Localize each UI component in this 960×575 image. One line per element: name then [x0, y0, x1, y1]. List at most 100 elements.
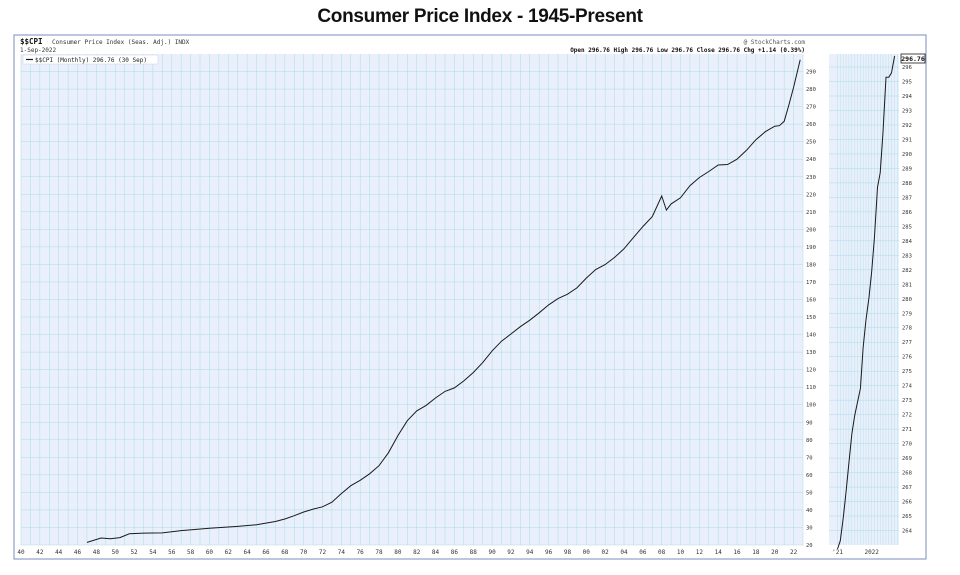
zoom-y-tick-label: 286 [902, 210, 912, 216]
zoom-y-tick-label: 281 [902, 282, 912, 288]
main-y-tick-label: 90 [806, 420, 813, 426]
main-y-tick-label: 240 [806, 157, 816, 163]
date-label: 1-Sep-2022 [20, 47, 57, 54]
page-title: Consumer Price Index - 1945-Present [317, 6, 643, 27]
zoom-y-tick-label: 267 [902, 485, 912, 491]
source-label: @ StockCharts.com [744, 39, 806, 46]
main-y-tick-label: 20 [806, 543, 813, 549]
main-x-tick-label: 92 [507, 549, 515, 556]
main-y-tick-label: 70 [806, 455, 813, 461]
zoom-y-tick-label: 266 [902, 500, 912, 506]
main-x-tick-label: 44 [55, 549, 63, 556]
main-y-tick-label: 190 [806, 245, 816, 251]
main-y-tick-label: 30 [806, 525, 813, 531]
main-x-tick-label: 60 [206, 549, 214, 556]
zoom-y-tick-label: 282 [902, 268, 912, 274]
main-series-line [86, 59, 801, 543]
zoom-y-tick-label: 276 [902, 355, 912, 361]
zoom-y-tick-label: 292 [902, 123, 912, 129]
main-x-tick-label: 80 [394, 549, 402, 556]
zoom-series-line [837, 55, 896, 550]
zoom-y-tick-label: 291 [902, 137, 912, 143]
main-y-tick-label: 220 [806, 192, 816, 198]
main-y-ticks: 290 280 270 260 250 240 230 220 210 200 190 180 170 1… [806, 70, 816, 549]
main-x-tick-label: 10 [677, 549, 685, 556]
main-y-tick-label: 150 [806, 315, 816, 321]
main-x-ticks: 40 42 44 46 48 50 52 54 56 58 60 62 64 66 68 70 72 74 76 78… [17, 549, 797, 556]
main-x-tick-label: 86 [451, 549, 459, 556]
last-value-label: 296.76 [901, 55, 925, 63]
main-x-tick-label: 96 [545, 549, 553, 556]
zoom-y-tick-label: 288 [902, 181, 912, 187]
main-x-tick-label: 76 [357, 549, 365, 556]
main-y-tick-label: 250 [806, 140, 816, 146]
zoom-y-tick-label: 278 [902, 326, 912, 332]
main-y-tick-label: 60 [806, 473, 813, 479]
zoom-y-tick-label: 284 [902, 239, 913, 245]
main-x-tick-label: 46 [74, 549, 82, 556]
main-y-tick-label: 120 [806, 368, 816, 374]
zoom-y-ticks: 296 295 294 293 292 291 290 289 288 287 286 285 284 2… [902, 65, 913, 534]
zoom-y-tick-label: 296 [902, 65, 912, 71]
main-y-tick-label: 290 [806, 70, 816, 76]
zoom-x-ticks: '21 2022 [832, 549, 879, 556]
zoom-y-tick-label: 264 [902, 529, 913, 535]
main-x-tick-label: 14 [715, 549, 723, 556]
main-x-tick-label: 66 [262, 549, 270, 556]
main-y-tick-label: 80 [806, 438, 813, 444]
main-x-tick-label: 88 [470, 549, 478, 556]
zoom-y-tick-label: 279 [902, 311, 912, 317]
main-x-tick-label: 56 [168, 549, 176, 556]
legend-box [22, 54, 159, 65]
main-y-tick-label: 230 [806, 175, 816, 181]
main-y-tick-label: 140 [806, 333, 816, 339]
zoom-plot-area [829, 54, 899, 545]
main-x-tick-label: 90 [488, 549, 496, 556]
main-x-tick-label: 20 [771, 549, 779, 556]
zoom-y-tick-label: 265 [902, 514, 912, 520]
zoom-y-tick-label: 294 [902, 94, 913, 100]
main-x-tick-label: 64 [244, 549, 252, 556]
zoom-y-tick-label: 271 [902, 427, 912, 433]
zoom-y-tick-label: 275 [902, 369, 912, 375]
main-x-tick-label: 72 [319, 549, 327, 556]
main-x-tick-label: 94 [526, 549, 534, 556]
main-x-tick-label: 50 [112, 549, 120, 556]
zoom-y-tick-label: 290 [902, 152, 912, 158]
last-value-tag [900, 53, 926, 64]
zoom-y-tick-label: 268 [902, 471, 912, 477]
zoom-y-tick-label: 277 [902, 340, 912, 346]
main-y-tick-label: 270 [806, 105, 816, 111]
zoom-x-tick-label: 2022 [864, 549, 879, 556]
main-y-tick-label: 50 [806, 490, 813, 496]
main-y-tick-label: 130 [806, 350, 816, 356]
legend-label: $$CPI (Monthly) 296.76 (30 Sep) [35, 57, 147, 64]
symbol-label: $$CPI [20, 37, 43, 46]
zoom-y-tick-label: 295 [902, 80, 912, 86]
main-x-tick-label: 82 [413, 549, 421, 556]
zoom-y-tick-label: 283 [902, 253, 912, 259]
main-x-tick-label: 58 [187, 549, 195, 556]
main-y-tick-label: 40 [806, 508, 813, 514]
main-x-tick-label: 68 [281, 549, 289, 556]
main-x-tick-label: 18 [752, 549, 760, 556]
main-x-tick-label: 40 [17, 549, 25, 556]
main-y-tick-label: 280 [806, 87, 816, 93]
zoom-y-tick-label: 289 [902, 166, 912, 172]
zoom-y-tick-label: 272 [902, 413, 912, 419]
zoom-y-tick-label: 285 [902, 224, 912, 230]
zoom-y-tick-label: 287 [902, 195, 912, 201]
main-x-tick-label: 84 [432, 549, 440, 556]
zoom-y-tick-label: 273 [902, 398, 912, 404]
main-x-tick-label: 42 [36, 549, 44, 556]
quote-label: Open 296.76 High 296.76 Low 296.76 Close… [570, 47, 805, 54]
main-x-tick-label: 74 [338, 549, 346, 556]
main-y-tick-label: 210 [806, 210, 816, 216]
zoom-y-tick-label: 274 [902, 384, 913, 390]
zoom-x-tick-label: '21 [832, 549, 843, 556]
main-x-tick-label: 04 [620, 549, 628, 556]
main-y-tick-label: 260 [806, 122, 816, 128]
zoom-y-tick-label: 293 [902, 108, 912, 114]
zoom-y-tick-label: 280 [902, 297, 912, 303]
main-x-tick-label: 22 [790, 549, 798, 556]
